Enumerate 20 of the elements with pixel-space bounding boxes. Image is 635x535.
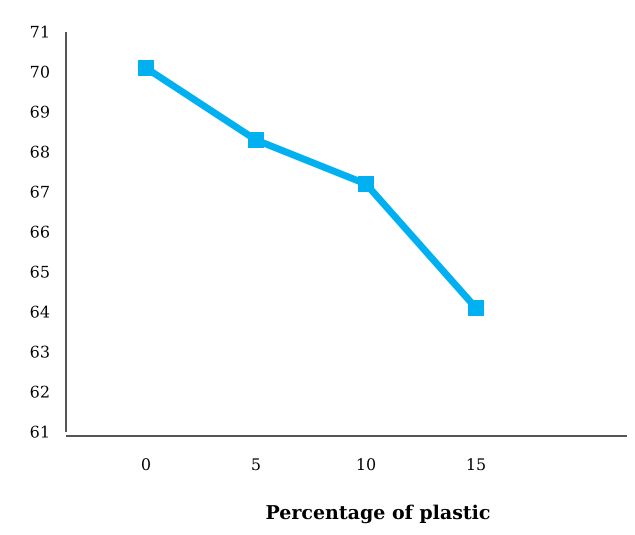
x-tick-label: 5 (250, 455, 262, 474)
y-tick-label: 64 (30, 302, 50, 322)
point (138, 60, 154, 76)
y-tick-label: 71 (30, 22, 50, 42)
y-tick-label: 66 (30, 222, 50, 242)
y-tick-label: 69 (30, 102, 50, 122)
x-tick-label: 10 (356, 455, 376, 474)
y-tick-label: 65 (30, 262, 50, 282)
y-tick-label: 68 (30, 142, 50, 162)
x-axis-title: Percentage of plastic (266, 502, 490, 524)
y-tick-label: 61 (30, 422, 50, 442)
x-tick-label: 15 (466, 455, 486, 474)
point (468, 300, 484, 316)
y-tick-label: 67 (30, 182, 50, 202)
point (248, 132, 264, 148)
y-tick-label: 62 (30, 382, 50, 402)
y-tick-label: 70 (30, 62, 50, 82)
point (358, 176, 374, 192)
x-tick-label: 0 (140, 455, 152, 474)
y-tick-label: 63 (30, 342, 50, 362)
